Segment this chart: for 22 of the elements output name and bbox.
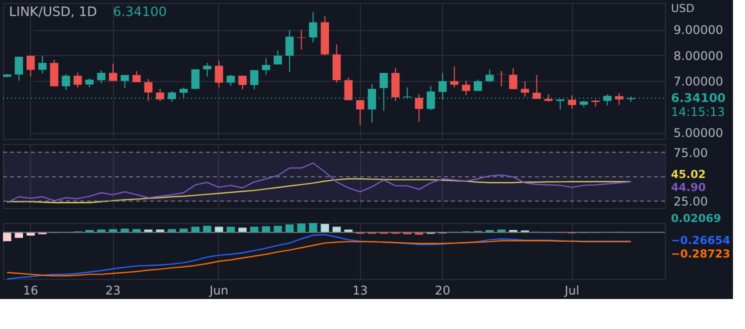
y-tick-label: 75.00 xyxy=(674,146,708,160)
y-tick-label: 7.00000 xyxy=(674,74,724,89)
text: −0.26654 xyxy=(671,234,731,248)
chart-subtitle: 6.34100 xyxy=(113,5,167,20)
x-tick-label: 16 xyxy=(23,284,38,298)
y-axis-title: USD xyxy=(671,2,695,15)
x-tick-label: 20 xyxy=(434,284,450,298)
x-tick-label: Jul xyxy=(564,284,580,298)
text: 14:15:13 xyxy=(671,105,725,120)
chart-title: LINK/USD, 1D xyxy=(9,5,98,20)
y-tick-label: 5.00000 xyxy=(674,126,724,140)
x-tick-label: 13 xyxy=(352,284,368,298)
text: 44.90 xyxy=(671,181,706,194)
y-tick-label: 25.00 xyxy=(674,194,708,209)
x-tick-label: 23 xyxy=(105,284,121,298)
ref-line-label: 6.34100 xyxy=(671,91,726,106)
y-tick-label: 9.00000 xyxy=(674,23,724,38)
text: −0.28723 xyxy=(671,248,730,261)
text: 45.02 xyxy=(671,168,706,182)
x-tick-label: Jun xyxy=(208,284,228,298)
text: 0.02069 xyxy=(671,212,722,225)
y-tick-label: 8.00000 xyxy=(674,48,724,63)
